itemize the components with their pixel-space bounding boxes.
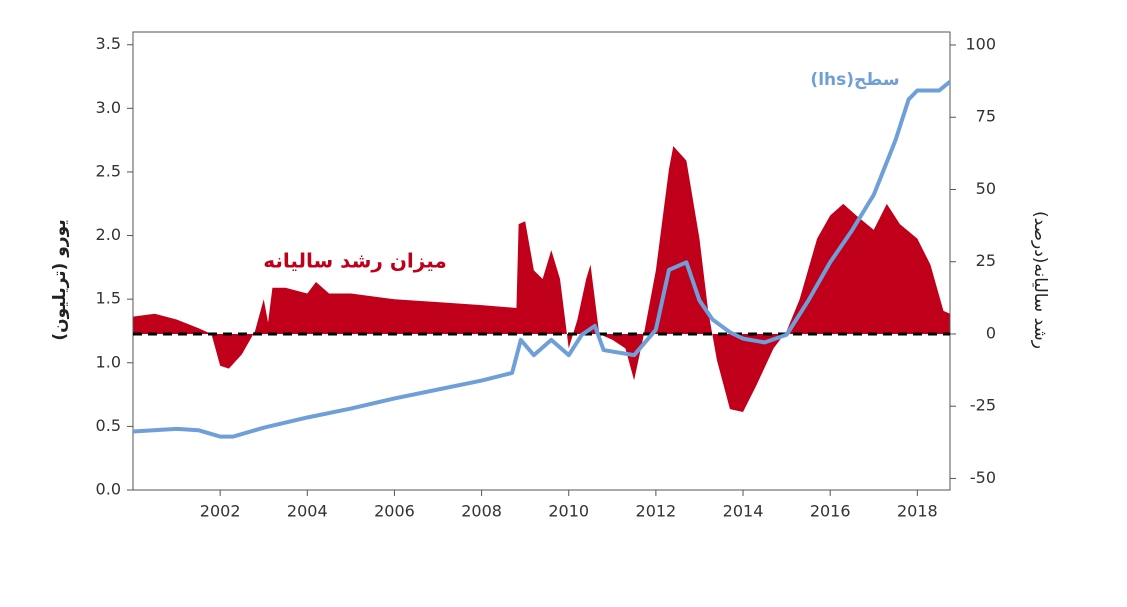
x-tick-label: 2006 — [374, 502, 415, 521]
y-tick-label: 0.0 — [96, 480, 121, 499]
y2-tick-label: -25 — [970, 396, 996, 415]
x-tick-label: 2014 — [723, 502, 764, 521]
y2-tick-label: 75 — [976, 107, 996, 126]
area — [133, 146, 950, 412]
series-label: سطح(lhs) — [810, 70, 899, 90]
y-tick-label: 3.0 — [96, 98, 121, 117]
y-axis-title: یورو (تریلیون) — [50, 219, 70, 340]
x-tick-label: 2018 — [897, 502, 938, 521]
plot-frame — [132, 31, 951, 491]
y2-tick-label: 0 — [986, 323, 996, 342]
line — [132, 80, 952, 439]
x-tick-label: 2016 — [810, 502, 851, 521]
y-tick-label: 3.5 — [96, 34, 121, 53]
x-tick-label: 2012 — [636, 502, 677, 521]
y2-tick-label: 50 — [976, 179, 996, 198]
x-tick-label: 2004 — [287, 502, 328, 521]
y-tick-label: 2.0 — [96, 225, 121, 244]
y2-tick-label: 25 — [976, 251, 996, 270]
y-tick-label: 1.0 — [96, 352, 121, 371]
y2-axis-title: رشد سالیانه(درصد) — [1030, 211, 1050, 349]
y2-tick-label: 100 — [965, 35, 996, 54]
series-label: میزان رشد سالیانه — [263, 249, 447, 273]
y-tick-label: 1.5 — [96, 289, 121, 308]
x-tick-label: 2010 — [548, 502, 589, 521]
y-tick-label: 0.5 — [96, 416, 121, 435]
y2-tick-label: -50 — [970, 468, 996, 487]
x-tick-label: 2008 — [461, 502, 502, 521]
x-tick-label: 2002 — [200, 502, 241, 521]
y-tick-label: 2.5 — [96, 161, 121, 180]
